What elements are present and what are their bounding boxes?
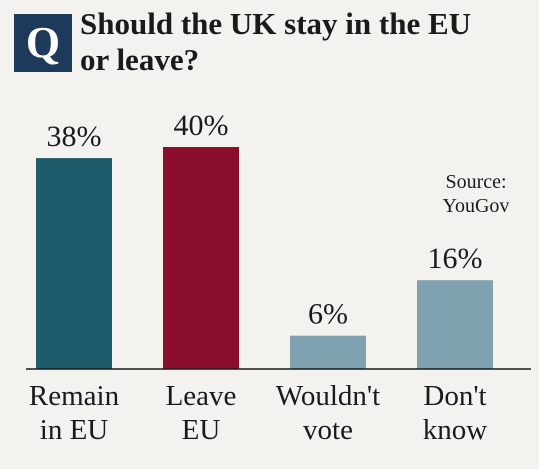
category-label-dont-know-line-2: know (423, 414, 488, 446)
category-label-leave-line-2: EU (182, 414, 221, 446)
bar-wouldnt-vote (290, 335, 366, 369)
category-label-remain-line-1: Remain (29, 380, 120, 412)
question-badge: Q (14, 14, 72, 72)
category-label-dont-know-line-1: Don't (423, 380, 486, 412)
bar-remain (36, 158, 112, 369)
value-label-leave: 40% (174, 109, 229, 142)
chart-title-line-2: or leave? (80, 42, 200, 77)
category-label-wouldnt-vote-line-2: vote (303, 414, 353, 446)
value-label-remain: 38% (47, 120, 102, 153)
bar-dont-know (417, 280, 493, 369)
category-label-remain-line-2: in EU (40, 414, 109, 446)
chart-title: Should the UK stay in the EU or leave? (80, 6, 520, 78)
category-label-leave-line-1: Leave (166, 380, 237, 412)
chart-title-line-1: Should the UK stay in the EU (80, 6, 472, 41)
value-label-dont-know: 16% (428, 242, 483, 275)
bar-leave (163, 147, 239, 369)
source-label: Source: (445, 171, 507, 193)
category-label-wouldnt-vote-line-1: Wouldn't (276, 380, 380, 412)
source-note: Source: YouGov (420, 170, 532, 218)
source-name: YouGov (442, 195, 510, 217)
value-label-wouldnt-vote: 6% (308, 298, 348, 331)
